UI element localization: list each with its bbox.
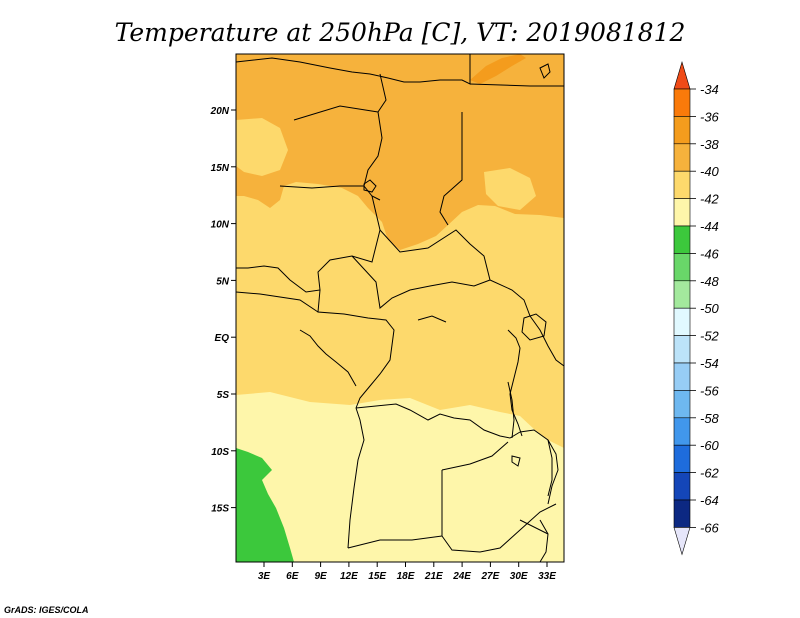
colorbar-bottom-arrow xyxy=(673,527,691,556)
colorbar-swatch xyxy=(673,88,691,117)
colorbar-label: -40 xyxy=(700,164,720,179)
colorbar-label: -58 xyxy=(700,411,720,426)
chart-title: Temperature at 250hPa [C], VT: 201908181… xyxy=(115,18,686,47)
lon-label: 27E xyxy=(481,571,500,582)
lon-label: 9E xyxy=(314,571,327,582)
colorbar-label: -56 xyxy=(700,383,720,398)
colorbar-swatch xyxy=(673,390,691,419)
lon-label: 21E xyxy=(424,571,443,582)
country-boundaries xyxy=(236,54,564,562)
colorbar-label: -52 xyxy=(700,329,720,344)
map-frame xyxy=(235,53,565,563)
colorbar-label: -44 xyxy=(700,219,719,234)
grads-credit: GrADS: IGES/COLA xyxy=(4,605,89,615)
colorbar-label: -46 xyxy=(700,246,720,261)
river-segment xyxy=(417,315,447,323)
latitude-axis: 20N 15N 10N 5N EQ 5S 10S 15S xyxy=(210,106,236,515)
colorbar-swatch xyxy=(673,335,691,364)
colorbar-label: -64 xyxy=(700,493,719,508)
colorbar-swatch xyxy=(673,499,691,528)
colorbar-swatch xyxy=(673,472,691,501)
colorbar-swatch xyxy=(673,198,691,227)
band-38-40 xyxy=(236,54,564,250)
colorbar-swatch xyxy=(673,116,691,145)
lon-label: 3E xyxy=(258,571,271,582)
colorbar-swatch xyxy=(673,143,691,172)
colorbar: -34 -36 -38 -40 -42 -44 -46 -48 -50 -52 -54 -56 -58 -… xyxy=(673,60,720,556)
band-36-38 xyxy=(470,54,526,84)
lon-label: 30E xyxy=(510,571,528,582)
colorbar-label: -48 xyxy=(700,274,720,289)
lake-chad xyxy=(363,179,377,193)
colorbar-swatch xyxy=(673,417,691,446)
longitude-axis: 3E 6E 9E 12E 15E 18E 21E 24E 27E 30E 33E xyxy=(258,562,556,582)
colorbar-label: -38 xyxy=(700,137,720,152)
band-42-44 xyxy=(236,392,564,562)
lat-label: 15N xyxy=(211,163,230,174)
patch-40-42-east xyxy=(484,168,536,210)
lake-nasser xyxy=(539,63,551,79)
lon-label: 15E xyxy=(368,571,386,582)
colorbar-label: -36 xyxy=(700,109,720,124)
colorbar-label: -66 xyxy=(700,520,720,535)
band-44-46 xyxy=(236,448,294,562)
colorbar-swatch xyxy=(673,307,691,336)
colorbar-label: -54 xyxy=(700,356,719,371)
colorbar-label: -34 xyxy=(700,82,719,97)
colorbar-swatch xyxy=(673,444,691,473)
colorbar-top-arrow xyxy=(673,60,691,90)
patch-40-42-west xyxy=(236,118,288,176)
lake-malawi xyxy=(547,439,553,497)
lat-label: 10N xyxy=(211,220,230,231)
colorbar-swatch xyxy=(673,362,691,391)
lat-label: 10S xyxy=(211,447,229,458)
lon-label: 12E xyxy=(340,571,358,582)
lon-label: 33E xyxy=(538,571,556,582)
colorbar-swatch xyxy=(673,170,691,199)
lat-label: 15S xyxy=(211,504,229,515)
colorbar-label: -62 xyxy=(700,466,720,481)
lon-label: 24E xyxy=(452,571,471,582)
lat-label: 5S xyxy=(217,390,230,401)
lake-tanganyika xyxy=(507,381,515,439)
lat-label: 20N xyxy=(210,106,230,117)
temperature-field xyxy=(236,54,564,562)
lake-mweru xyxy=(511,455,521,467)
colorbar-label: -42 xyxy=(700,192,720,207)
lon-label: 6E xyxy=(286,571,299,582)
lat-label: EQ xyxy=(215,333,230,344)
lakes xyxy=(363,63,553,497)
lake-victoria xyxy=(521,313,547,341)
colorbar-swatch xyxy=(673,253,691,282)
colorbar-swatch xyxy=(673,225,691,254)
colorbar-label: -60 xyxy=(700,438,720,453)
map-panel: 20N 15N 10N 5N EQ 5S 10S 15S 3E 6E 9E 12E 15E 18E 21E… xyxy=(210,53,565,582)
lat-label: 5N xyxy=(216,276,230,287)
colorbar-label: -50 xyxy=(700,301,720,316)
colorbar-swatch xyxy=(673,280,691,309)
lon-label: 18E xyxy=(397,571,415,582)
